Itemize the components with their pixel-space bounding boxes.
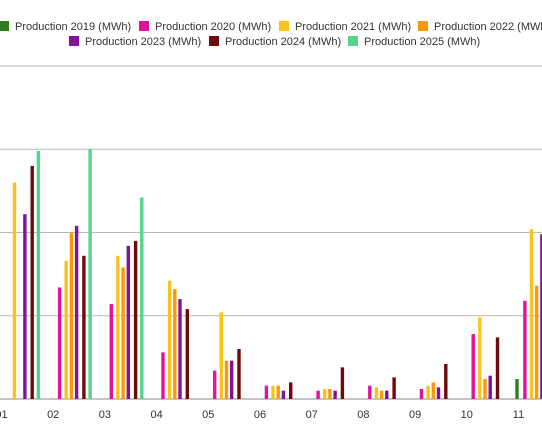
bar-2020-06 <box>264 385 269 399</box>
legend-item[interactable]: Production 2022 (MWh) <box>418 21 542 33</box>
bar-2020-10 <box>471 334 475 399</box>
legend-item[interactable]: Production 2024 (MWh) <box>209 36 341 48</box>
legend-label: Production 2021 (MWh) <box>295 21 411 33</box>
bar-2024-02 <box>82 255 86 399</box>
x-tick-label: 02 <box>47 409 59 421</box>
legend-swatch <box>139 21 149 31</box>
bar-2023-09 <box>436 387 441 399</box>
x-tick-label: 10 <box>461 409 473 421</box>
legend-swatch <box>279 21 289 31</box>
bar-2019-11 <box>515 379 519 399</box>
legend-label: Production 2025 (MWh) <box>364 36 480 48</box>
x-tick-label: 05 <box>202 409 214 421</box>
x-tick-label: 01 <box>0 409 8 421</box>
legend-swatch <box>418 21 428 31</box>
legend-swatch <box>0 21 9 31</box>
x-tick-label: 09 <box>409 409 421 421</box>
legend-item[interactable]: Production 2023 (MWh) <box>69 36 201 48</box>
bar-2022-03 <box>121 267 125 399</box>
bar-2020-08 <box>368 385 372 399</box>
bar-2020-02 <box>57 287 62 399</box>
bars <box>12 149 542 399</box>
bar-2023-05 <box>230 360 234 399</box>
bar-2023-03 <box>126 245 130 399</box>
x-tick-label: 08 <box>357 409 369 421</box>
bar-2025-01 <box>36 150 41 399</box>
bar-2020-11 <box>523 300 527 399</box>
legend-label: Production 2019 (MWh) <box>15 21 131 33</box>
bar-2024-03 <box>133 240 138 399</box>
bar-2020-04 <box>161 352 165 399</box>
bar-2022-08 <box>379 390 384 399</box>
gridlines <box>0 65 542 400</box>
legend-label: Production 2023 (MWh) <box>85 36 201 48</box>
bar-2021-01 <box>12 182 17 399</box>
legend-label: Production 2020 (MWh) <box>155 21 271 33</box>
bar-2023-08 <box>385 390 389 399</box>
x-tick-label: 07 <box>306 409 318 421</box>
legend-item[interactable]: Production 2020 (MWh) <box>139 21 271 33</box>
bar-2024-05 <box>237 349 241 399</box>
bar-2023-07 <box>333 390 337 399</box>
x-tick-label: 06 <box>254 409 266 421</box>
bar-2024-01 <box>30 165 34 399</box>
bar-2021-11 <box>529 229 534 399</box>
legend-swatch <box>69 36 79 46</box>
legend-label: Production 2024 (MWh) <box>225 36 341 48</box>
bar-2024-07 <box>340 367 345 399</box>
bar-2022-07 <box>328 389 332 399</box>
bar-2023-02 <box>74 225 79 399</box>
legend-item[interactable]: Production 2021 (MWh) <box>279 21 411 33</box>
bar-2021-02 <box>64 260 68 399</box>
bar-2023-01 <box>23 214 27 399</box>
bar-2021-09 <box>426 385 430 399</box>
bar-2024-04 <box>185 309 189 399</box>
bar-2021-10 <box>478 317 482 399</box>
legend: Production 2019 (MWh) Production 2020 (MW… <box>0 21 542 48</box>
bar-2021-04 <box>167 280 172 399</box>
bar-2023-10 <box>488 375 492 399</box>
bar-2022-05 <box>224 360 229 399</box>
x-tick-label: 03 <box>99 409 111 421</box>
x-axis: 01 02 03 04 05 06 07 08 09 10 11 <box>0 409 524 421</box>
bar-2021-07 <box>323 389 327 399</box>
legend-swatch <box>348 36 358 46</box>
bar-2022-04 <box>173 289 177 399</box>
bar-2022-11 <box>535 285 539 399</box>
bar-2024-09 <box>444 364 448 399</box>
bar-2022-10 <box>483 379 487 399</box>
bar-2024-06 <box>289 382 293 399</box>
legend-swatch <box>209 36 219 46</box>
bar-2020-07 <box>316 390 320 399</box>
x-tick-label: 04 <box>150 409 162 421</box>
bar-2020-03 <box>109 304 113 399</box>
legend-item[interactable]: Production 2019 (MWh) <box>0 21 131 33</box>
bar-2022-06 <box>276 385 280 399</box>
bar-2021-06 <box>271 385 275 399</box>
legend-item[interactable]: Production 2025 (MWh) <box>348 36 480 48</box>
legend-label: Production 2022 (MWh) <box>434 21 542 33</box>
bar-2022-02 <box>69 232 74 399</box>
bar-2021-03 <box>116 255 120 399</box>
bar-2023-06 <box>281 390 286 399</box>
bar-2021-08 <box>374 387 379 399</box>
bar-2024-10 <box>495 337 500 399</box>
bar-2025-02 <box>88 149 92 399</box>
x-tick-label: 11 <box>513 409 524 421</box>
bar-2025-03 <box>140 197 144 399</box>
bar-2023-04 <box>178 299 182 399</box>
bar-2020-09 <box>419 389 424 399</box>
bar-2024-08 <box>392 377 396 399</box>
bar-2021-05 <box>219 312 223 399</box>
bar-2022-09 <box>431 382 435 399</box>
bar-2023-11 <box>540 234 542 399</box>
bar-2020-05 <box>213 370 217 399</box>
